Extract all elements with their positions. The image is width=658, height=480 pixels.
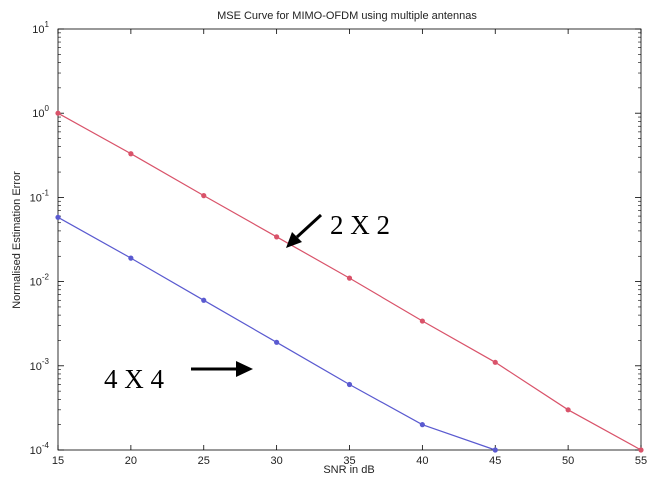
annotation-4x4: 4 X 4 xyxy=(104,364,164,394)
y-axis-title: Normalised Estimation Error xyxy=(11,171,23,309)
series-0-point xyxy=(492,359,498,365)
series-0-point xyxy=(346,275,353,281)
y-tick-label: 10-3 xyxy=(30,357,50,373)
x-tick-label: 25 xyxy=(198,455,210,467)
x-tick-label: 50 xyxy=(562,455,574,467)
y-tick-label: 10-1 xyxy=(30,188,50,204)
plot-area xyxy=(57,28,642,451)
axis-ticks: 15 20 25 30 35 40 45 50 55 10-4 10-3 10-2 10-1 100 101 xyxy=(30,20,648,467)
series-layer xyxy=(55,110,644,453)
y-tick-label: 101 xyxy=(32,20,49,36)
series-1-point xyxy=(128,255,134,261)
series-1-point xyxy=(492,447,498,453)
x-tick-label: 30 xyxy=(271,455,283,467)
series-1-point xyxy=(274,339,280,345)
y-tick-label: 100 xyxy=(32,104,49,120)
chart-title: MSE Curve for MIMO-OFDM using multiple a… xyxy=(217,10,477,22)
series-1-point xyxy=(419,422,425,428)
series-0-point xyxy=(638,447,644,453)
annotation-4x4-arrow xyxy=(191,361,253,377)
annotation-2x2-arrow xyxy=(286,213,323,248)
series-0-point xyxy=(55,110,61,116)
x-axis-title: SNR in dB xyxy=(323,464,374,476)
x-tick-label: 55 xyxy=(635,455,647,467)
series-1-point xyxy=(55,214,61,220)
series-0-point xyxy=(128,151,134,157)
y-tick-label: 10-4 xyxy=(30,441,50,457)
series-1-point xyxy=(346,381,353,388)
x-tick-label: 35 xyxy=(343,455,355,467)
x-tick-label: 20 xyxy=(125,455,137,467)
series-0-point xyxy=(274,234,280,240)
series-0-point xyxy=(565,407,571,413)
x-tick-label: 15 xyxy=(52,455,64,467)
annotation-2x2: 2 X 2 xyxy=(330,210,390,240)
y-tick-label: 10-2 xyxy=(30,273,50,289)
x-tick-label: 40 xyxy=(416,455,428,467)
series-0-point xyxy=(419,318,425,324)
series-0-point xyxy=(201,193,207,199)
x-tick-label: 45 xyxy=(489,455,501,467)
series-1-point xyxy=(201,297,207,303)
